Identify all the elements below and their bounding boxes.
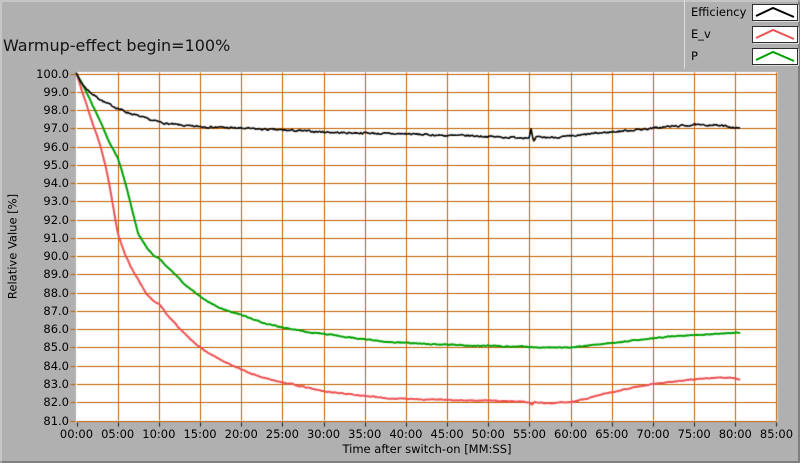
x-tick-label: 65:00 — [595, 427, 629, 441]
x-tick-label: 40:00 — [389, 427, 423, 441]
legend-sample-ev-icon[interactable] — [752, 25, 798, 43]
y-tick-label: 85.0 — [43, 340, 69, 355]
x-axis-title: Time after switch-on [MM:SS] — [342, 442, 512, 456]
x-tick-label: 70:00 — [636, 427, 670, 441]
y-tick-label: 97.0 — [43, 121, 69, 136]
x-tick-label: 50:00 — [471, 427, 505, 441]
y-tick-label: 89.0 — [43, 267, 69, 282]
y-tick-label: 86.0 — [43, 322, 69, 337]
x-tick-label: 75:00 — [677, 427, 711, 441]
legend-sample-p-icon[interactable] — [752, 47, 798, 65]
y-tick-label: 94.0 — [43, 176, 69, 191]
x-tick-label: 60:00 — [554, 427, 588, 441]
y-tick-label: 96.0 — [43, 139, 69, 154]
y-tick-label: 95.0 — [43, 157, 69, 172]
y-tick-label: 99.0 — [43, 84, 69, 99]
x-tick-label: 10:00 — [142, 427, 176, 441]
x-tick-label: 55:00 — [512, 427, 547, 441]
x-tick-label: 25:00 — [265, 427, 299, 441]
y-tick-label: 84.0 — [43, 358, 69, 373]
y-tick-label: 90.0 — [43, 249, 69, 264]
x-tick-label: 20:00 — [224, 427, 258, 441]
legend-sample-efficiency-icon[interactable] — [752, 3, 798, 21]
y-tick-label: 88.0 — [43, 285, 69, 300]
y-tick-label: 100.0 — [36, 66, 69, 81]
x-tick-label: 30:00 — [306, 427, 341, 441]
x-tick-label: 35:00 — [348, 427, 382, 441]
legend-label-efficiency: Efficiency — [691, 5, 747, 19]
y-tick-label: 82.0 — [43, 395, 69, 410]
y-tick-label: 83.0 — [43, 376, 69, 391]
legend-item-efficiency[interactable]: Efficiency — [691, 1, 798, 23]
plot-legend: Efficiency E_v P — [684, 0, 798, 69]
x-tick-label: 45:00 — [430, 427, 464, 441]
y-tick-label: 81.0 — [43, 413, 69, 428]
legend-label-ev: E_v — [691, 27, 711, 41]
y-tick-label: 87.0 — [43, 303, 69, 318]
y-tick-label: 92.0 — [43, 212, 69, 227]
y-tick-label: 91.0 — [43, 230, 69, 245]
y-tick-label: 93.0 — [43, 194, 69, 209]
chart-title: Warmup-effect begin=100% — [3, 36, 231, 55]
y-tick-label: 98.0 — [43, 103, 69, 118]
x-tick-label: 85:00 — [759, 427, 794, 441]
legend-item-ev[interactable]: E_v — [691, 23, 798, 45]
x-tick-label: 05:00 — [101, 427, 135, 441]
legend-item-p[interactable]: P — [691, 45, 798, 67]
x-tick-label: 15:00 — [183, 427, 217, 441]
x-tick-label: 00:00 — [59, 427, 94, 441]
x-tick-label: 80:00 — [718, 427, 752, 441]
legend-label-p: P — [691, 49, 698, 63]
